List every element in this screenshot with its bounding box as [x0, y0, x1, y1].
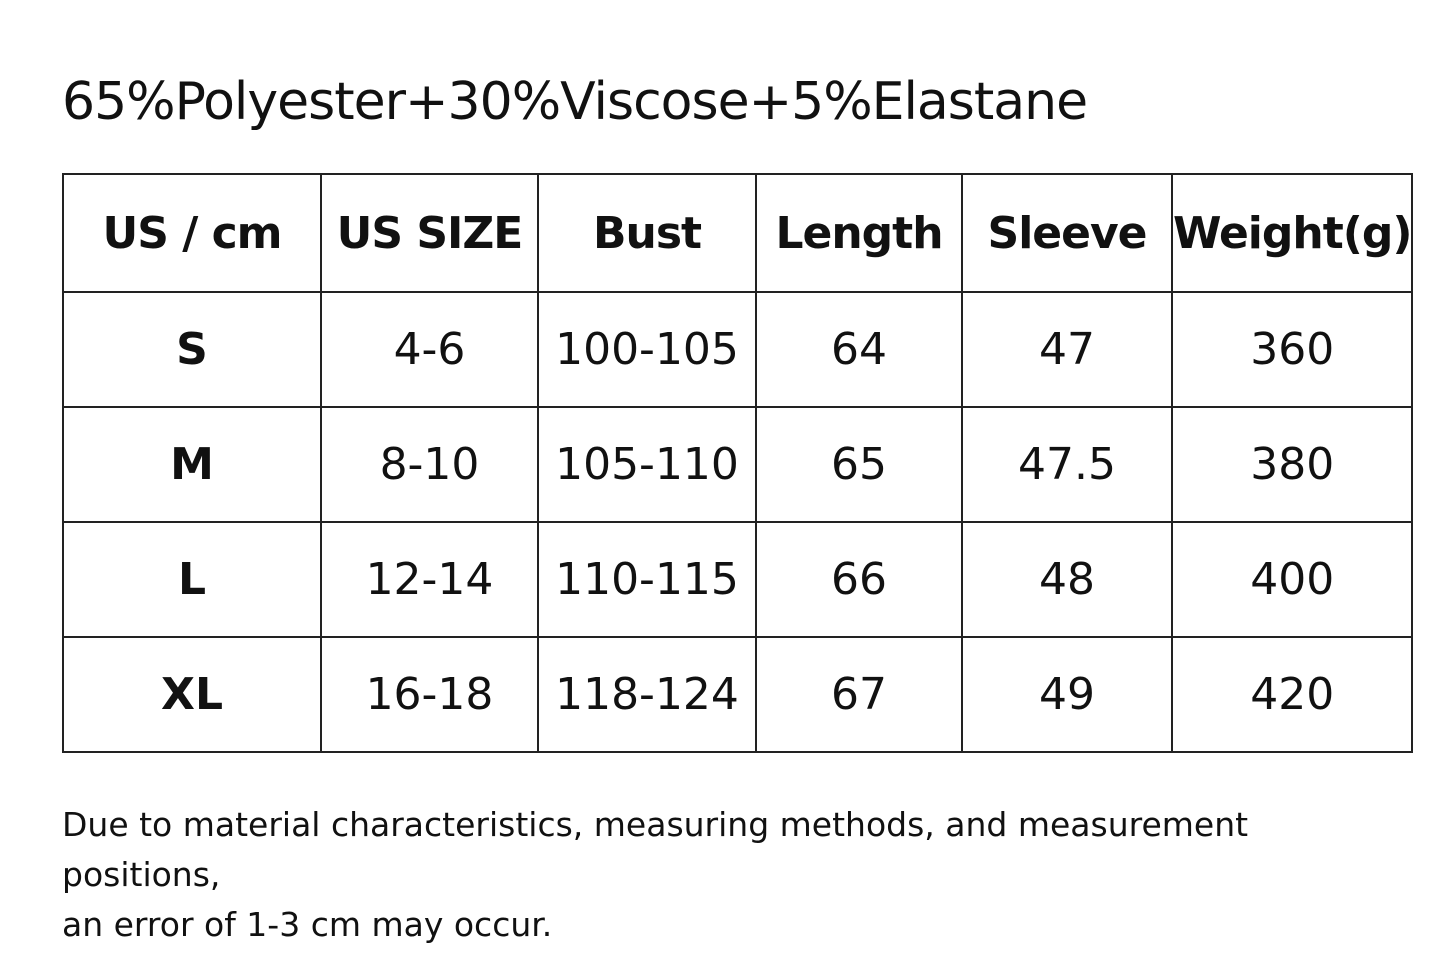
- note-line-2: an error of 1-3 cm may occur.: [62, 905, 553, 944]
- header-us-cm: US / cm: [62, 173, 322, 293]
- size-chart-table: US / cm US SIZE Bust Length Sleeve Weigh…: [62, 173, 1414, 753]
- cell-length: 64: [755, 291, 963, 408]
- cell-size: M: [62, 406, 322, 523]
- table-row: M 8-10 105-110 65 47.5 380: [62, 406, 1414, 523]
- cell-length: 65: [755, 406, 963, 523]
- note-line-1: Due to material characteristics, measuri…: [62, 805, 1249, 894]
- cell-length: 67: [755, 636, 963, 753]
- cell-bust: 118-124: [537, 636, 757, 753]
- header-us-size: US SIZE: [320, 173, 539, 293]
- cell-weight: 400: [1170, 521, 1414, 638]
- cell-us-size: 12-14: [320, 521, 539, 638]
- cell-weight: 420: [1170, 636, 1414, 753]
- header-sleeve: Sleeve: [961, 173, 1173, 293]
- cell-sleeve: 47.5: [961, 406, 1173, 523]
- page-title: 65%Polyester+30%Viscose+5%Elastane: [62, 72, 1088, 132]
- cell-us-size: 8-10: [320, 406, 539, 523]
- cell-size: S: [62, 291, 322, 408]
- header-bust: Bust: [537, 173, 757, 293]
- table-row: L 12-14 110-115 66 48 400: [62, 521, 1414, 638]
- table-row: XL 16-18 118-124 67 49 420: [62, 636, 1414, 753]
- cell-us-size: 4-6: [320, 291, 539, 408]
- cell-bust: 105-110: [537, 406, 757, 523]
- cell-length: 66: [755, 521, 963, 638]
- cell-weight: 380: [1170, 406, 1414, 523]
- cell-size: L: [62, 521, 322, 638]
- cell-us-size: 16-18: [320, 636, 539, 753]
- cell-bust: 100-105: [537, 291, 757, 408]
- header-length: Length: [755, 173, 963, 293]
- cell-sleeve: 49: [961, 636, 1173, 753]
- cell-weight: 360: [1170, 291, 1414, 408]
- cell-size: XL: [62, 636, 322, 753]
- cell-bust: 110-115: [537, 521, 757, 638]
- cell-sleeve: 47: [961, 291, 1173, 408]
- table-header-row: US / cm US SIZE Bust Length Sleeve Weigh…: [62, 173, 1414, 293]
- header-weight: Weight(g): [1170, 173, 1414, 293]
- cell-sleeve: 48: [961, 521, 1173, 638]
- table-row: S 4-6 100-105 64 47 360: [62, 291, 1414, 408]
- measurement-note: Due to material characteristics, measuri…: [62, 800, 1382, 950]
